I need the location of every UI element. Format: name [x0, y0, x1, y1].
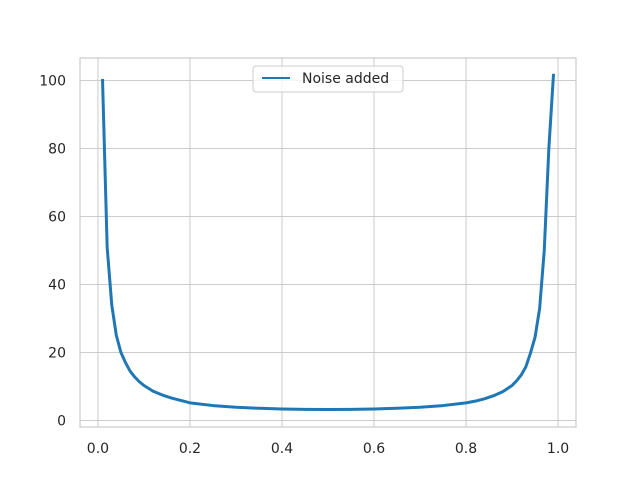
- x-tick-label: 0.4: [271, 441, 293, 457]
- x-tick-label: 0.8: [455, 441, 477, 457]
- y-tick-label: 100: [39, 73, 66, 89]
- series-line-noise-added: [101, 73, 556, 411]
- x-tick-label: 1.0: [547, 441, 569, 457]
- y-axis: 0 20 40 60 80 100: [39, 73, 66, 429]
- x-tick-label: 0.6: [363, 441, 385, 457]
- legend: Noise added: [252, 65, 404, 93]
- y-tick-label: 60: [48, 209, 66, 225]
- y-tick-label: 40: [48, 278, 66, 294]
- series-layer: [101, 73, 556, 411]
- legend-label: Noise added: [302, 71, 389, 87]
- y-tick-label: 80: [48, 141, 66, 157]
- plot-area-border: [79, 57, 577, 428]
- plot-frame: [79, 57, 577, 428]
- x-axis: 0.0 0.2 0.4 0.6 0.8 1.0: [87, 441, 569, 457]
- y-tick-label: 20: [48, 346, 66, 362]
- legend-box: [252, 65, 404, 93]
- x-tick-label: 0.0: [87, 441, 109, 457]
- y-tick-label: 0: [57, 414, 66, 430]
- x-tick-label: 0.2: [179, 441, 201, 457]
- grid: [80, 58, 576, 427]
